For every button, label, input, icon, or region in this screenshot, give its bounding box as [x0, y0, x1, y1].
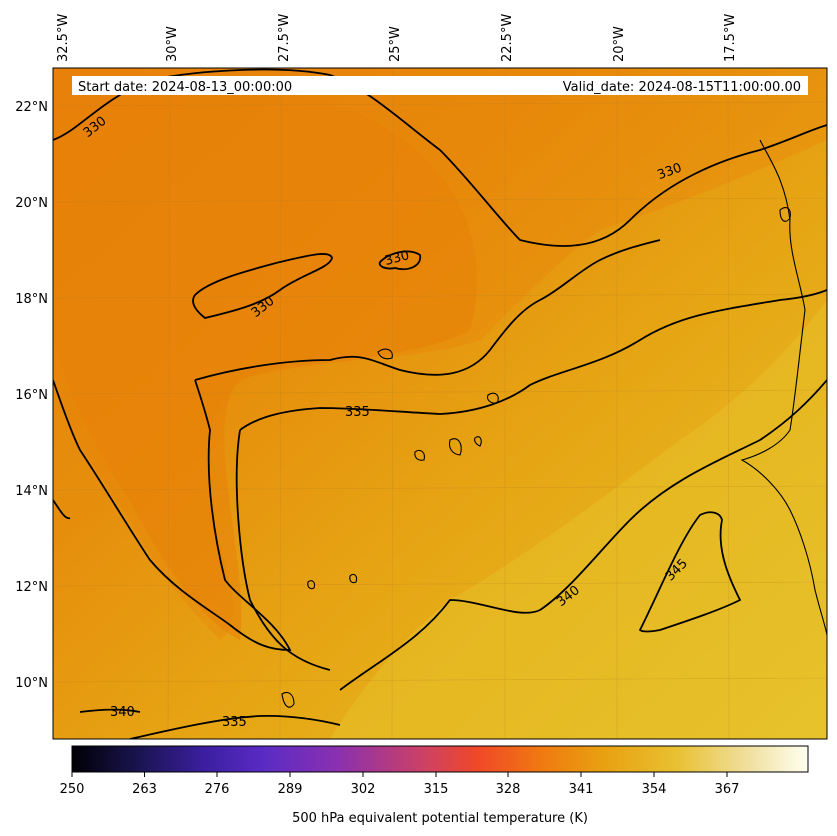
lat-label-6: 12°N	[15, 580, 48, 595]
island-6	[307, 580, 316, 590]
colorbar: 250 263 276 289 302 315 328 341 354 367 …	[60, 745, 809, 826]
lon-label-7: 17.5°W	[723, 14, 738, 62]
cool-region	[53, 68, 827, 640]
lon-label-4: 25°W	[388, 26, 403, 62]
warm-region	[330, 300, 827, 739]
contour-330-main	[194, 239, 661, 381]
lon-label-1: 32.5°W	[56, 14, 71, 62]
valid-date: Valid_date: 2024-08-15T11:00:00.00	[563, 80, 801, 95]
contour-label-2: 330	[383, 248, 411, 269]
contour-345	[638, 511, 742, 633]
lon-label-3: 27.5°W	[277, 14, 292, 62]
date-banner	[72, 76, 808, 95]
map-area: 330 330 330 330 335 335 340 340 345 Star…	[53, 68, 827, 739]
colorbar-tick-3: 276	[205, 782, 230, 797]
cape-verde-2	[474, 436, 482, 447]
africa-coast	[740, 139, 827, 636]
lon-labels: 32.5°W 30°W 27.5°W 25°W 22.5°W 20°W 17.5…	[56, 14, 738, 62]
contour-label-6: 335	[222, 715, 247, 730]
colorbar-label: 500 hPa equivalent potential temperature…	[292, 811, 588, 826]
contour-335-main	[239, 289, 827, 431]
contour-340-main	[339, 379, 827, 691]
colorbar-ticks	[71, 772, 728, 777]
contour-330-island	[192, 253, 333, 319]
colorbar-tick-9: 354	[642, 782, 667, 797]
lon-label-6: 20°W	[612, 26, 627, 62]
gridlines	[53, 68, 827, 739]
contour-335-plume	[53, 379, 292, 651]
map-frame	[52, 67, 828, 740]
lat-label-7: 10°N	[15, 676, 48, 691]
colorbar-bar	[71, 745, 809, 773]
island-5	[281, 691, 295, 708]
lon-label-2: 30°W	[165, 26, 180, 62]
island-7	[349, 573, 358, 584]
contour-label-5: 335	[345, 405, 370, 420]
contour-335-south	[129, 714, 341, 739]
cape-verde-4	[487, 392, 499, 404]
colorbar-tick-4: 289	[278, 782, 303, 797]
cape-verde-1	[448, 438, 462, 456]
canary-1	[779, 207, 791, 222]
lat-label-4: 16°N	[15, 388, 48, 403]
colorbar-tick-7: 328	[496, 782, 521, 797]
contour-label-8: 340	[110, 705, 135, 720]
lat-labels: 22°N 20°N 18°N 16°N 14°N 12°N 10°N	[15, 100, 48, 691]
lon-label-5: 22.5°W	[500, 14, 515, 62]
colorbar-tick-5: 302	[351, 782, 376, 797]
lat-label-1: 22°N	[15, 100, 48, 115]
lat-label-3: 18°N	[15, 292, 48, 307]
contour-340-west	[79, 708, 141, 713]
cape-verde-3	[414, 449, 425, 461]
coastlines	[281, 139, 827, 708]
start-date: Start date: 2024-08-13_00:00:00	[78, 80, 292, 95]
contours	[53, 68, 827, 739]
colorbar-tick-2: 263	[132, 782, 157, 797]
contour-330-small	[378, 250, 422, 270]
contour-340-west-edge	[53, 499, 71, 520]
island-8	[377, 348, 393, 360]
colorbar-tick-6: 315	[424, 782, 449, 797]
lat-label-5: 14°N	[15, 484, 48, 499]
colorbar-tick-10: 367	[715, 782, 740, 797]
contour-335-inner	[235, 429, 331, 671]
lat-label-2: 20°N	[15, 196, 48, 211]
colorbar-tick-1: 250	[60, 782, 85, 797]
colorbar-tick-8: 341	[569, 782, 594, 797]
